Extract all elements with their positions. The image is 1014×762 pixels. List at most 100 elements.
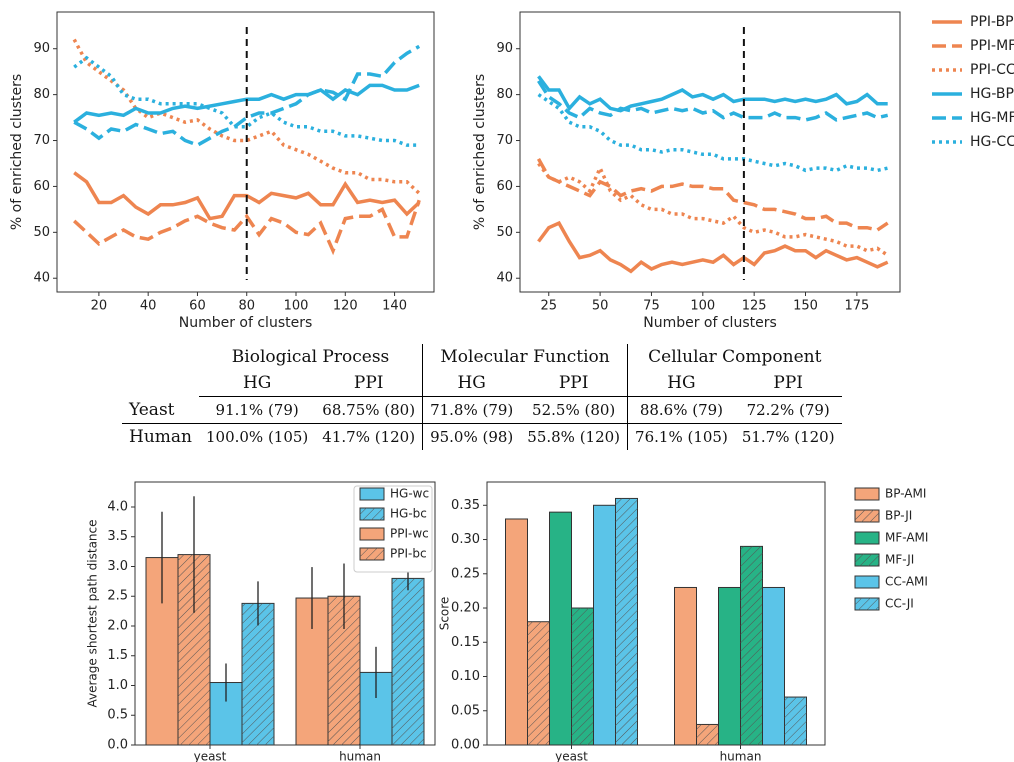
legend-swatch-hatch — [855, 598, 879, 610]
series-line — [537, 79, 889, 122]
plot-frame — [486, 481, 826, 746]
table-cell: PPI — [520, 370, 628, 397]
legend-swatch-hatch — [855, 554, 879, 566]
y-axis-label: % of enriched clusters — [472, 74, 488, 230]
bar-hatch — [615, 498, 638, 745]
bar — [549, 511, 572, 746]
y-tick-label: 1.5 — [107, 648, 128, 663]
y-tick-label: 40 — [33, 271, 50, 286]
x-tick-label: yeast — [555, 750, 588, 762]
x-tick-label: 20 — [91, 299, 108, 314]
x-tick-label: human — [720, 750, 762, 762]
plot-frame — [134, 481, 436, 746]
y-tick-label: 0.35 — [451, 498, 480, 513]
bar-hatch — [527, 621, 550, 745]
series-line — [536, 158, 889, 232]
table-cell: 41.7% (120) — [322, 427, 416, 446]
bar — [674, 586, 697, 746]
legend-swatch — [359, 487, 385, 501]
series-line — [537, 220, 889, 274]
y-tick-label: 3.0 — [107, 559, 128, 574]
bar-hatch — [392, 578, 424, 745]
y-axis-label: Score — [438, 597, 452, 631]
table-cell: 52.5% (80) — [520, 396, 628, 424]
legend-label: HG-bc — [390, 507, 427, 521]
x-tick-label: 50 — [592, 299, 609, 314]
legend-label: HG-BP — [970, 86, 1014, 102]
bar — [718, 586, 741, 746]
legend-label: BP-AMI — [885, 487, 926, 501]
x-tick-label: 120 — [333, 299, 358, 314]
legend-label: HG-CC — [970, 134, 1014, 150]
table-row: Human 100.0% (105) 41.7% (120) 95.0% (98) 55… — [122, 423, 842, 450]
y-tick-label: 0.05 — [451, 703, 480, 718]
bar — [593, 504, 616, 746]
y-tick-label: 3.5 — [107, 529, 128, 544]
y-tick-label: 0.5 — [107, 708, 128, 723]
results-table: Biological Process Molecular Function Cell… — [122, 344, 842, 450]
bar-hatch — [740, 546, 763, 745]
x-axis-label: Number of clusters — [179, 315, 313, 331]
legend-swatch — [854, 575, 880, 589]
table-cell: PPI — [734, 370, 842, 397]
legend-label: PPI-BP — [970, 14, 1014, 30]
legend-swatch-hatch — [855, 510, 879, 522]
y-tick-label: 80 — [496, 87, 513, 102]
x-tick-label: 25 — [540, 299, 557, 314]
x-axis-label: Number of clusters — [643, 315, 777, 331]
table-cell: 55.8% (120) — [527, 427, 621, 446]
legend-label: PPI-wc — [390, 527, 429, 541]
y-tick-label: 60 — [496, 179, 513, 194]
table-cell: 51.7% (120) — [741, 427, 835, 446]
legend-label: HG-MF — [970, 110, 1014, 126]
table-row: Biological Process Molecular Function Cell… — [122, 344, 842, 370]
y-tick-label: 4.0 — [107, 499, 128, 514]
series-line — [537, 162, 889, 257]
plot-frame — [519, 11, 901, 293]
table-cell: 88.6% (79) — [627, 396, 735, 424]
legend-swatch — [359, 527, 385, 541]
y-tick-label: 50 — [496, 225, 513, 240]
series-line — [72, 38, 421, 195]
legend-label: PPI-MF — [970, 38, 1014, 54]
legend-swatch — [854, 487, 880, 501]
legend-label: MF-JI — [885, 553, 914, 567]
legend-label: HG-wc — [390, 487, 429, 501]
table-cell: HG — [422, 370, 521, 397]
series-line — [73, 44, 421, 148]
legend-label: PPI-CC — [970, 62, 1014, 78]
x-tick-label: 125 — [742, 299, 767, 314]
series-line — [537, 75, 888, 113]
x-tick-label: 140 — [382, 299, 407, 314]
y-tick-label: 90 — [496, 41, 513, 56]
x-tick-label: human — [339, 750, 381, 762]
plot-frame — [56, 11, 435, 293]
table-cell: 100.0% (105) — [205, 427, 309, 446]
y-axis-label: Average shortest path distance — [86, 519, 100, 707]
table-cell: Human — [129, 426, 192, 447]
y-tick-label: 2.5 — [107, 589, 128, 604]
y-tick-label: 0.10 — [451, 669, 480, 684]
legend-swatch-hatch — [360, 548, 384, 560]
legend-label: PPI-bc — [390, 547, 427, 561]
x-tick-label: 75 — [643, 299, 660, 314]
bar-hatch — [784, 697, 807, 745]
table-cell: 91.1% (79) — [198, 396, 316, 424]
legend-label: CC-JI — [885, 597, 914, 611]
y-tick-label: 0.25 — [451, 566, 480, 581]
y-tick-label: 90 — [33, 41, 50, 56]
bar-hatch — [696, 724, 719, 745]
table-cell: 76.1% (105) — [627, 423, 735, 450]
table-cell — [122, 370, 199, 397]
legend-label: MF-AMI — [885, 531, 928, 545]
table-cell: Molecular Function — [422, 344, 628, 370]
x-tick-label: yeast — [194, 750, 227, 762]
y-tick-label: 1.0 — [107, 678, 128, 693]
y-tick-label: 0.15 — [451, 635, 480, 650]
legend-swatch — [854, 531, 880, 545]
y-tick-label: 0.20 — [451, 601, 480, 616]
bar — [505, 518, 528, 746]
table-cell: Yeast — [122, 396, 199, 424]
legend-label: CC-AMI — [885, 575, 928, 589]
